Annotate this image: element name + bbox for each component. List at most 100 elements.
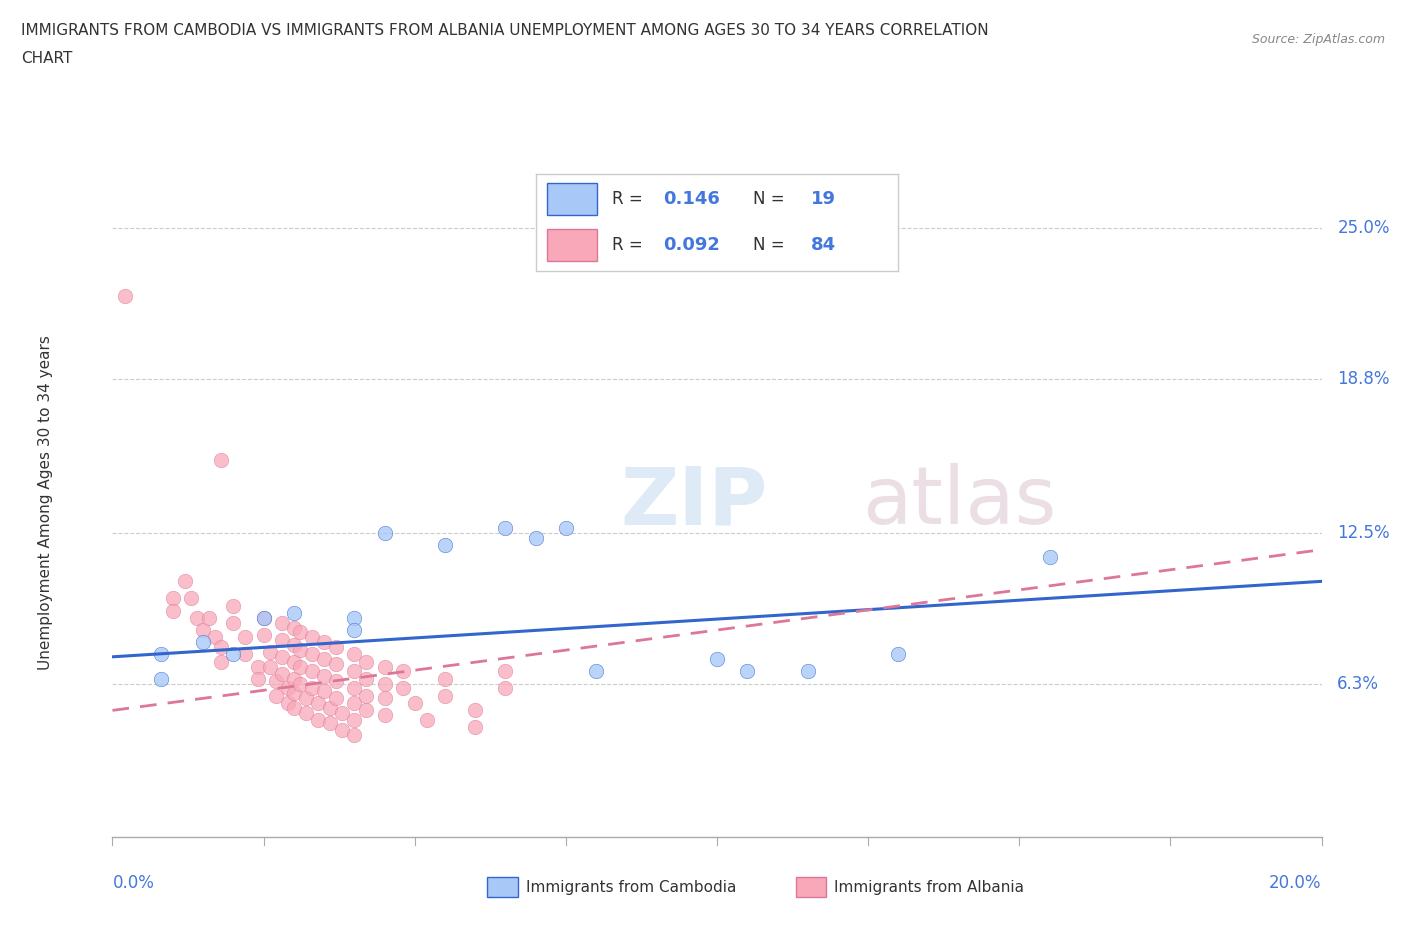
Point	[277, 681, 299, 696]
Text: 12.5%: 12.5%	[1337, 524, 1391, 541]
Point	[343, 647, 366, 662]
Point	[325, 673, 347, 688]
Point	[319, 715, 342, 730]
Point	[343, 681, 366, 696]
Point	[391, 681, 413, 696]
Text: 25.0%: 25.0%	[1337, 219, 1391, 237]
Point	[356, 654, 378, 669]
Point	[295, 705, 318, 720]
Point	[270, 667, 292, 682]
Point	[301, 647, 323, 662]
Point	[433, 688, 456, 703]
Point	[235, 647, 257, 662]
Point	[191, 635, 214, 650]
Point	[204, 630, 226, 644]
Point	[495, 664, 517, 679]
Point	[887, 647, 910, 662]
Point	[186, 610, 208, 625]
Point	[416, 712, 439, 727]
Point	[264, 688, 287, 703]
Point	[307, 712, 329, 727]
Point	[283, 671, 305, 686]
Point	[222, 598, 245, 613]
Text: CHART: CHART	[21, 51, 73, 66]
Point	[264, 673, 287, 688]
Point	[1038, 550, 1062, 565]
Point	[259, 659, 281, 674]
Point	[374, 659, 396, 674]
Point	[464, 703, 486, 718]
Point	[404, 696, 426, 711]
Point	[301, 630, 323, 644]
Point	[330, 723, 353, 737]
Point	[283, 654, 305, 669]
Point	[222, 647, 245, 662]
Point	[464, 720, 486, 735]
Point	[343, 712, 366, 727]
Text: 0.0%: 0.0%	[112, 874, 155, 892]
Point	[796, 664, 818, 679]
Point	[325, 657, 347, 671]
Point	[295, 691, 318, 706]
Point	[495, 520, 517, 535]
Point	[330, 705, 353, 720]
Point	[374, 708, 396, 723]
Point	[209, 640, 232, 655]
Point	[706, 652, 728, 667]
Point	[149, 647, 172, 662]
Point	[283, 637, 305, 652]
Text: 6.3%: 6.3%	[1337, 674, 1379, 693]
Point	[356, 703, 378, 718]
Point	[246, 671, 269, 686]
Text: Immigrants from Cambodia: Immigrants from Cambodia	[526, 880, 737, 895]
Point	[314, 652, 336, 667]
Point	[374, 525, 396, 540]
Point	[246, 659, 269, 674]
Point	[283, 686, 305, 701]
Point	[314, 635, 336, 650]
Point	[209, 654, 232, 669]
Point	[554, 520, 576, 535]
Text: 18.8%: 18.8%	[1337, 370, 1391, 388]
Point	[288, 642, 311, 657]
Point	[253, 610, 276, 625]
Point	[162, 604, 184, 618]
Point	[198, 610, 221, 625]
Point	[288, 659, 311, 674]
Text: IMMIGRANTS FROM CAMBODIA VS IMMIGRANTS FROM ALBANIA UNEMPLOYMENT AMONG AGES 30 T: IMMIGRANTS FROM CAMBODIA VS IMMIGRANTS F…	[21, 23, 988, 38]
Point	[374, 691, 396, 706]
Point	[301, 664, 323, 679]
Point	[114, 289, 136, 304]
Point	[162, 591, 184, 605]
Point	[433, 671, 456, 686]
Text: Source: ZipAtlas.com: Source: ZipAtlas.com	[1251, 33, 1385, 46]
Point	[343, 727, 366, 742]
Point	[737, 664, 759, 679]
Point	[343, 622, 366, 637]
Point	[495, 681, 517, 696]
Point	[585, 664, 607, 679]
Bar	[488, 877, 517, 897]
Point	[253, 610, 276, 625]
Point	[222, 616, 245, 631]
Point	[356, 688, 378, 703]
Point	[319, 700, 342, 715]
Point	[149, 671, 172, 686]
Point	[314, 684, 336, 698]
Point	[524, 530, 547, 545]
Point	[277, 696, 299, 711]
Point	[283, 700, 305, 715]
Point	[191, 622, 214, 637]
Point	[325, 640, 347, 655]
Point	[314, 669, 336, 684]
Point	[288, 625, 311, 640]
Point	[391, 664, 413, 679]
Point	[270, 632, 292, 647]
Point	[356, 671, 378, 686]
Point	[270, 649, 292, 664]
Bar	[796, 877, 825, 897]
Point	[253, 628, 276, 643]
Text: ZIP: ZIP	[620, 463, 768, 541]
Point	[270, 616, 292, 631]
Text: Immigrants from Albania: Immigrants from Albania	[834, 880, 1025, 895]
